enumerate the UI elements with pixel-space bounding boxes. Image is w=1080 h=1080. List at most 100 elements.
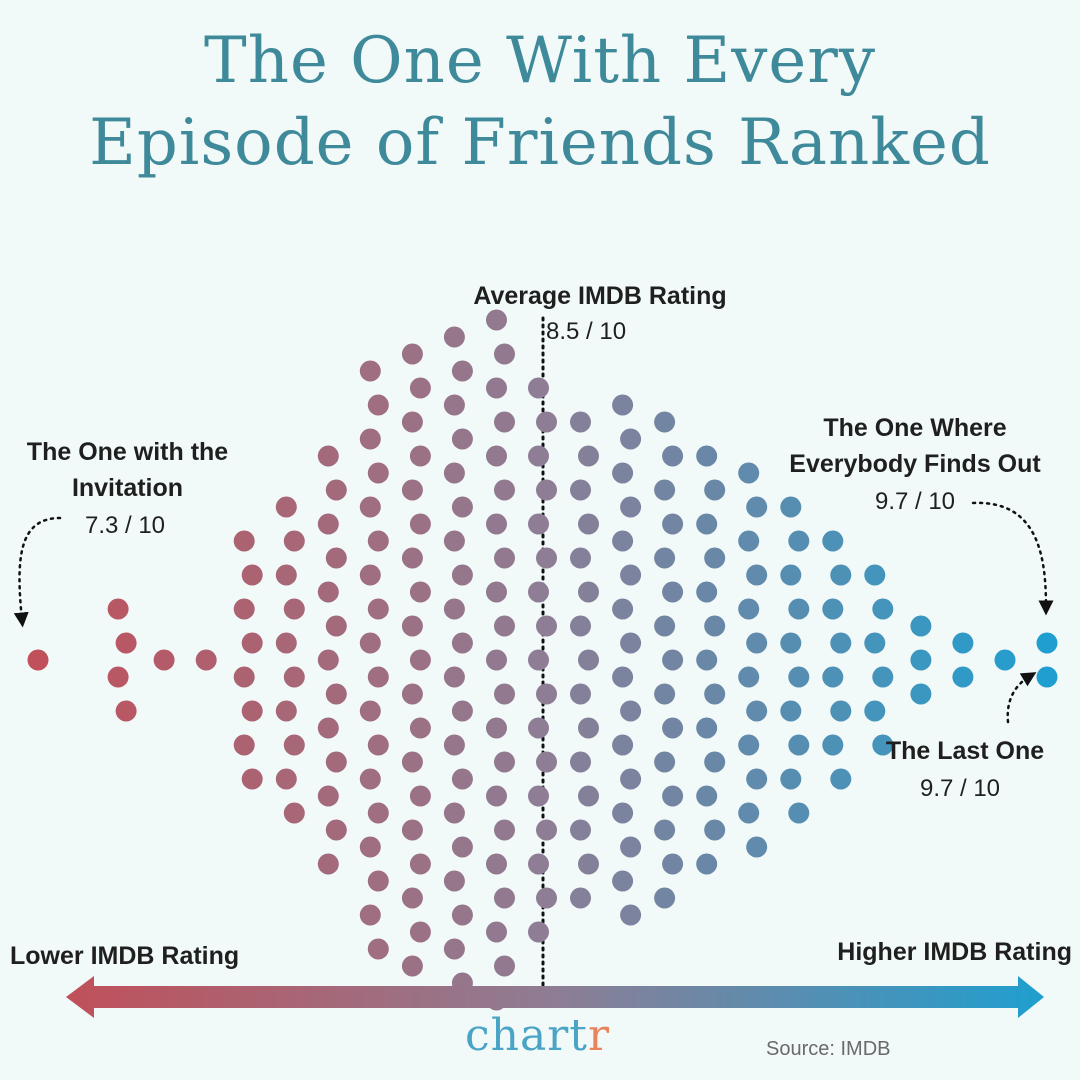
- episode-dot: [401, 547, 423, 569]
- lowest-episode-value: 7.3 / 10: [84, 512, 166, 539]
- episode-dot: [283, 598, 305, 620]
- episode-dot: [578, 649, 599, 671]
- episode-dot: [704, 751, 726, 773]
- episode-dot: [662, 717, 684, 739]
- episode-dot: [494, 547, 515, 569]
- episode-dot: [443, 326, 465, 348]
- episode-dot: [612, 870, 634, 892]
- episode-dot: [443, 666, 465, 688]
- episode-dot: [317, 853, 339, 875]
- highest-episode-value: 9.7 / 10: [874, 488, 956, 515]
- episode-dot: [696, 853, 718, 875]
- episode-dot: [367, 394, 389, 416]
- episode-dot: [241, 564, 263, 586]
- episode-dot: [872, 598, 894, 620]
- episode-dot: [864, 632, 886, 654]
- episode-dot: [578, 717, 599, 739]
- episode-dot: [704, 547, 726, 569]
- episode-dot: [486, 377, 507, 399]
- episode-dot: [359, 496, 381, 518]
- episode-dot: [620, 768, 642, 790]
- axis-low-label: Lower IMDB Rating: [10, 942, 240, 970]
- episode-dot: [822, 666, 844, 688]
- episode-dot: [443, 870, 465, 892]
- episode-dot: [528, 513, 549, 535]
- episode-dot: [317, 785, 339, 807]
- episode-dot: [612, 802, 634, 824]
- episode-dot: [662, 785, 684, 807]
- source-note: Source: IMDB: [766, 1038, 891, 1060]
- episode-dot: [275, 496, 297, 518]
- episode-dot: [654, 887, 676, 909]
- episode-dot: [367, 870, 389, 892]
- episode-dot: [872, 666, 894, 688]
- episode-dot: [401, 683, 423, 705]
- episode-dot: [570, 479, 591, 501]
- episode-dot: [107, 598, 129, 620]
- episode-dot: [486, 309, 507, 331]
- episode-dot: [494, 819, 515, 841]
- episode-dot: [578, 445, 599, 467]
- episode-dot: [696, 445, 718, 467]
- logo-accent-text: r: [587, 1010, 610, 1061]
- episode-dot: [696, 785, 718, 807]
- episode-dot: [704, 615, 726, 637]
- episode-dot: [704, 819, 726, 841]
- episode-dot: [822, 530, 844, 552]
- episode-dot: [780, 496, 802, 518]
- episode-dot: [443, 938, 465, 960]
- episode-dot: [570, 615, 591, 637]
- episode-dot: [359, 428, 381, 450]
- episode-dot: [788, 530, 810, 552]
- episode-dot: [275, 768, 297, 790]
- episode-dot: [494, 683, 515, 705]
- axis-high-label: Higher IMDB Rating: [837, 938, 1072, 966]
- episode-dot: [578, 785, 599, 807]
- episode-dot: [409, 717, 431, 739]
- episode-dot: [325, 819, 347, 841]
- average-rating-value: 8.5 / 10: [546, 318, 627, 345]
- episode-dot: [443, 598, 465, 620]
- episode-dot: [746, 836, 768, 858]
- episode-dot: [662, 513, 684, 535]
- episode-dot: [620, 904, 642, 926]
- episode-dot: [654, 751, 676, 773]
- episode-dot: [325, 547, 347, 569]
- episode-dot: [746, 632, 768, 654]
- episode-dot: [570, 411, 591, 433]
- episode-dot: [486, 717, 507, 739]
- episode-dot: [115, 700, 137, 722]
- episode-dot: [367, 462, 389, 484]
- episode-dot: [830, 700, 852, 722]
- episode-dot: [317, 717, 339, 739]
- episode-dot: [952, 666, 974, 688]
- episode-dot: [486, 513, 507, 535]
- episode-dot: [233, 666, 255, 688]
- chart-title-line-1: The One With Every: [204, 24, 876, 98]
- episode-dot: [409, 785, 431, 807]
- episode-dot: [910, 683, 932, 705]
- episode-dot: [283, 530, 305, 552]
- episode-dot: [115, 632, 137, 654]
- episode-dot: [317, 581, 339, 603]
- episode-dot: [443, 734, 465, 756]
- episode-dot: [528, 649, 549, 671]
- episode-dot: [494, 411, 515, 433]
- episode-dot: [536, 887, 557, 909]
- episode-dot: [536, 479, 557, 501]
- chart-title: The One With Every Episode of Friends Ra…: [0, 20, 1080, 184]
- episode-dot: [738, 734, 760, 756]
- episode-dot: [536, 683, 557, 705]
- episode-dot: [359, 700, 381, 722]
- episode-dot: [443, 530, 465, 552]
- episode-dot: [27, 649, 49, 671]
- episode-dot: [536, 751, 557, 773]
- episode-dot: [494, 615, 515, 637]
- episode-dot: [620, 564, 642, 586]
- episode-dot: [696, 717, 718, 739]
- episode-dot: [662, 649, 684, 671]
- episode-dot: [704, 479, 726, 501]
- episode-dot: [451, 904, 473, 926]
- episode-dot: [451, 564, 473, 586]
